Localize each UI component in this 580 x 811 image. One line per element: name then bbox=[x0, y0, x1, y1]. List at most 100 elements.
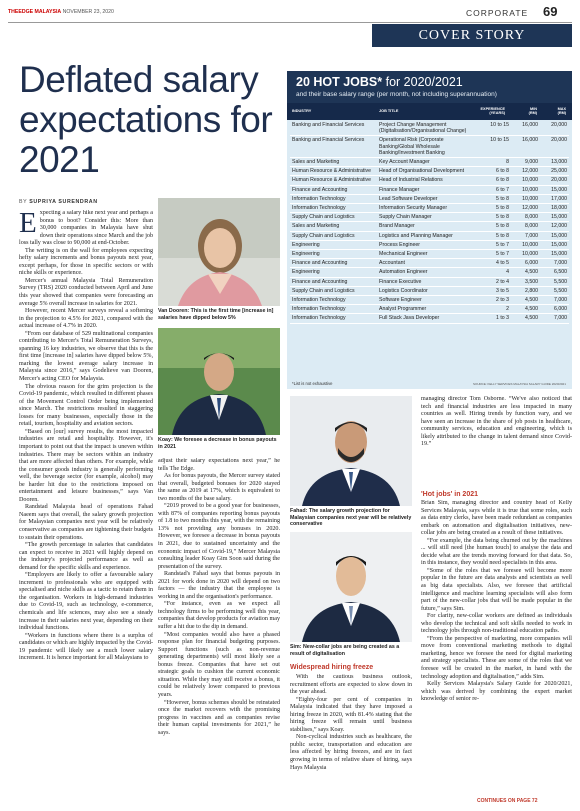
paragraph: “The growth percentage in salaries that … bbox=[19, 542, 153, 571]
paragraph: As for bonus payouts, the Mercer survey … bbox=[158, 473, 280, 502]
table-row: Banking and Financial Services Project Ch… bbox=[290, 121, 569, 137]
cell-industry: Information Technology bbox=[290, 295, 377, 306]
cell-max: 20,000 bbox=[540, 175, 569, 186]
continues-note: CONTINUES ON PAGE 72 bbox=[477, 798, 538, 804]
cell-experience: 2 to 4 bbox=[475, 277, 511, 287]
cell-industry: Human Resource & Administrative bbox=[290, 175, 377, 186]
cell-max: 17,000 bbox=[540, 194, 569, 205]
cell-job-title: Process Engineer bbox=[377, 240, 475, 251]
cell-experience: 8 bbox=[475, 157, 511, 168]
paragraph: “2019 proved to be a good year for busin… bbox=[158, 503, 280, 570]
col-header-industry: INDUSTRY bbox=[292, 109, 312, 113]
table-row: Sales and Marketing Key Account Manager 8 9… bbox=[290, 157, 569, 168]
cell-min: 4,500 bbox=[511, 304, 540, 315]
cell-min: 12,000 bbox=[511, 203, 540, 214]
cell-min: 10,000 bbox=[511, 249, 540, 260]
table-row: Sales and Marketing Brand Manager 5 to 8 8,… bbox=[290, 221, 569, 232]
cell-min: 10,000 bbox=[511, 240, 540, 251]
cell-experience: 10 to 15 bbox=[475, 121, 511, 137]
cell-max: 18,000 bbox=[540, 203, 569, 214]
paragraph: Randstad's Fahad says that bonus payouts… bbox=[158, 571, 280, 600]
cell-max: 20,000 bbox=[540, 121, 569, 137]
paragraph: The writing is on the wall for employees… bbox=[19, 247, 153, 277]
cell-max: 5,500 bbox=[540, 286, 569, 297]
cell-max: 15,000 bbox=[540, 249, 569, 260]
cell-experience: 10 to 15 bbox=[475, 135, 511, 159]
cell-min: 2,800 bbox=[511, 286, 540, 297]
cell-max: 13,000 bbox=[540, 157, 569, 168]
table-footnote: *List is not exhaustive bbox=[292, 381, 333, 386]
table-row: Engineering Automation Engineer 4 4,500 6,50… bbox=[290, 267, 569, 278]
cell-industry: Information Technology bbox=[290, 313, 377, 324]
subhead-hot-jobs: 'Hot jobs' in 2021 bbox=[421, 491, 479, 498]
cell-max: 12,000 bbox=[540, 221, 569, 232]
cell-experience: 6 to 8 bbox=[475, 166, 511, 177]
paragraph: “Most companies would also have a phased… bbox=[158, 631, 280, 698]
cell-max: 20,000 bbox=[540, 135, 569, 159]
article-column-3: With the cautious business outlook, recr… bbox=[290, 674, 412, 806]
cell-job-title: Software Engineer bbox=[377, 295, 475, 306]
paragraph: “Some of the roles that we foresee will … bbox=[421, 567, 572, 612]
cell-max: 6,500 bbox=[540, 267, 569, 278]
paragraph: managing director Tom Osborne. “We've al… bbox=[421, 396, 572, 448]
cell-max: 7,000 bbox=[540, 258, 569, 269]
table-row: Banking and Financial Services Operationa… bbox=[290, 135, 569, 159]
table-row: Finance and Accounting Finance Manager 6 t… bbox=[290, 185, 569, 195]
paragraph: “Workers in functions where there is a s… bbox=[19, 632, 153, 662]
header-rule bbox=[8, 22, 572, 23]
paragraph: xpecting a salary hike next year and per… bbox=[19, 210, 153, 247]
paragraph: Mercer's annual Malaysia Total Remunerat… bbox=[19, 277, 153, 307]
cell-industry: Information Technology bbox=[290, 194, 377, 205]
cell-experience: 2 bbox=[475, 304, 511, 315]
caption-koay: Koay: We foresee a decrease in bonus pay… bbox=[158, 437, 277, 450]
cell-job-title: Logistics and Planning Manager bbox=[377, 231, 475, 241]
paragraph: “Employers are likely to offer a favoura… bbox=[19, 572, 153, 632]
cell-min: 12,000 bbox=[511, 166, 540, 177]
col-header-min: MIN (RM) bbox=[528, 107, 537, 115]
cell-job-title: Finance Manager bbox=[377, 185, 475, 195]
cell-industry: Information Technology bbox=[290, 304, 377, 315]
cell-experience: 5 to 8 bbox=[475, 221, 511, 232]
paragraph: “Eighty-four per cent of companies in Ma… bbox=[290, 696, 412, 733]
table-row: Engineering Mechanical Engineer 5 to 7 10,0… bbox=[290, 249, 569, 260]
cell-max: 6,000 bbox=[540, 304, 569, 315]
section-label: CORPORATE bbox=[466, 8, 529, 18]
masthead: THEEDGE MALAYSIA NOVEMBER 23, 2020 bbox=[8, 9, 114, 15]
cell-experience: 5 to 8 bbox=[475, 231, 511, 241]
table-row: Supply Chain and Logistics Supply Chain M… bbox=[290, 212, 569, 223]
cell-industry: Engineering bbox=[290, 249, 377, 260]
paragraph: “However, bonus schemes should be reinst… bbox=[158, 699, 280, 736]
hot-jobs-table-title: 20 HOT JOBS* for 2020/2021 bbox=[296, 75, 463, 89]
cell-job-title: Lead Software Developer bbox=[377, 194, 475, 205]
table-row: Information Technology Software Engineer 2… bbox=[290, 295, 569, 306]
cell-max: 25,000 bbox=[540, 166, 569, 177]
headline: Deflated salary expectations for 2021 bbox=[19, 59, 273, 180]
cell-industry: Supply Chain and Logistics bbox=[290, 212, 377, 223]
table-row: Information Technology Information Securi… bbox=[290, 203, 569, 214]
cell-experience: 6 to 8 bbox=[475, 175, 511, 186]
caption-fahad: Fahad: The salary growth projection for … bbox=[290, 508, 412, 528]
col-header-max: MAX (RM) bbox=[557, 107, 566, 115]
caption-van-dooren: Van Dooren: This is the first time [incr… bbox=[158, 308, 274, 321]
cell-min: 16,000 bbox=[511, 121, 540, 137]
table-row: Engineering Process Engineer 5 to 7 10,000 1… bbox=[290, 240, 569, 251]
cell-industry: Finance and Accounting bbox=[290, 277, 377, 287]
cell-max: 7,000 bbox=[540, 295, 569, 306]
cell-max: 15,000 bbox=[540, 212, 569, 223]
paragraph: adjust their salary expectations next ye… bbox=[158, 458, 280, 472]
cell-job-title: Information Security Manager bbox=[377, 203, 475, 214]
byline-author: SUPRIYA SURENDRAN bbox=[29, 199, 98, 205]
cell-industry: Sales and Marketing bbox=[290, 221, 377, 232]
photo-sim bbox=[290, 532, 412, 642]
cell-industry: Banking and Financial Services bbox=[290, 121, 377, 137]
cell-min: 8,000 bbox=[511, 221, 540, 232]
byline-prefix: BY bbox=[19, 199, 28, 205]
hot-jobs-table-header bbox=[287, 71, 572, 103]
cell-max: 15,000 bbox=[540, 231, 569, 241]
cell-min: 9,000 bbox=[511, 157, 540, 168]
cell-job-title: Analyst Programmer bbox=[377, 304, 475, 315]
table-row: Supply Chain and Logistics Logistics Coor… bbox=[290, 286, 569, 297]
article-column-1: E xpecting a salary hike next year and p… bbox=[19, 210, 153, 806]
table-row: Finance and Accounting Finance Executive 2… bbox=[290, 277, 569, 287]
cell-job-title: Finance Executive bbox=[377, 277, 475, 287]
